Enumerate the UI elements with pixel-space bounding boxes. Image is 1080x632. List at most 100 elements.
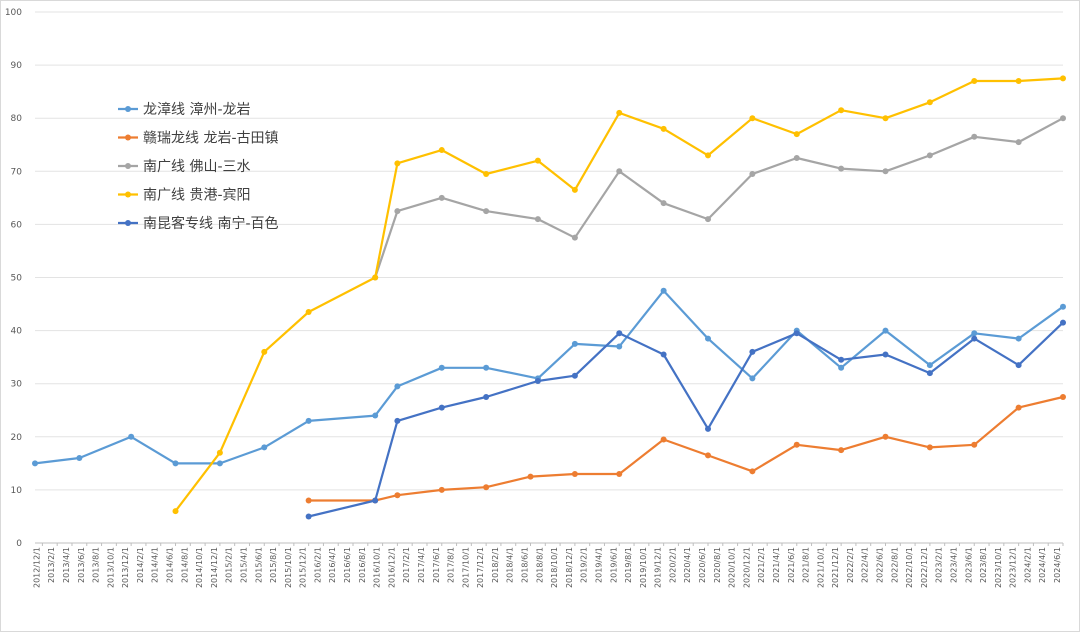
x-tick-label: 2023/2/1 [935,547,944,583]
x-tick-label: 2023/6/1 [964,547,973,583]
x-tick-label: 2015/12/1 [299,547,308,588]
legend-label: 赣瑞龙线 龙岩-古田镇 [143,131,279,147]
data-point [438,486,445,493]
data-point [394,383,401,390]
x-tick-label: 2014/12/1 [210,547,219,588]
series-lines [32,75,1066,520]
data-point [216,449,223,456]
data-point [705,335,712,342]
y-tick-label: 20 [11,433,23,443]
x-tick-label: 2016/12/1 [387,547,396,588]
data-point [1060,75,1066,82]
data-point [534,157,541,164]
legend-swatch-marker [125,106,131,112]
x-tick-label: 2017/2/1 [402,547,411,583]
x-tick-label: 2019/6/1 [609,547,618,583]
x-tick-label: 2021/12/1 [831,547,840,588]
x-tick-label: 2018/6/1 [521,547,530,583]
x-tick-label: 2022/8/1 [890,547,899,583]
data-point [838,107,845,114]
x-tick-label: 2024/4/1 [1038,547,1047,583]
legend-swatch-marker [125,134,131,141]
data-point [838,356,845,363]
legend-swatch-marker [125,191,131,198]
x-tick-label: 2023/4/1 [949,547,958,583]
data-point [660,351,667,358]
data-point [882,433,889,440]
data-point [749,348,756,355]
data-point [616,109,623,116]
data-point [483,484,490,491]
y-tick-label: 10 [11,486,23,496]
data-point [660,125,667,132]
data-point [394,208,401,215]
data-point [305,513,312,520]
legend-swatch-marker [125,163,131,169]
x-tick-label: 2020/10/1 [728,547,737,588]
data-point [1060,115,1066,122]
x-tick-label: 2023/10/1 [994,547,1003,588]
data-point [971,133,978,140]
y-tick-label: 80 [11,114,23,124]
data-point [261,444,268,451]
y-tick-label: 30 [11,380,23,390]
data-point [32,460,38,467]
data-point [705,152,712,159]
data-point [971,335,978,342]
x-tick-label: 2020/12/1 [742,547,751,588]
x-tick-label: 2020/8/1 [713,547,722,583]
data-point [1015,404,1022,411]
data-point [749,170,756,177]
data-point [438,194,445,201]
data-point [926,370,933,377]
data-point [660,200,667,207]
data-point [705,425,712,432]
x-tick-label: 2013/12/1 [121,547,130,588]
x-tick-label: 2018/4/1 [506,547,515,583]
data-point [616,168,623,175]
data-point [1060,303,1066,310]
y-tick-label: 90 [11,61,23,71]
x-tick-label: 2019/12/1 [654,547,663,588]
x-tick-label: 2018/2/1 [491,547,500,583]
data-point [571,186,578,193]
data-point [305,497,312,504]
x-tick-label: 2021/10/1 [816,547,825,588]
x-tick-label: 2014/2/1 [136,547,145,583]
series-1 [305,393,1066,504]
x-tick-label: 2013/8/1 [92,547,101,583]
data-point [372,497,379,504]
x-tick-label: 2020/2/1 [668,547,677,583]
legend-label: 南广线 佛山-三水 [143,159,251,175]
x-tick-label: 2021/2/1 [757,547,766,583]
x-tick-label: 2017/6/1 [432,547,441,583]
data-point [926,99,933,106]
data-point [660,436,667,443]
data-point [483,364,490,371]
data-point [838,364,845,371]
x-tick-label: 2019/2/1 [580,547,589,583]
series-line [308,395,1064,502]
data-point [1015,139,1022,146]
data-point [534,378,541,385]
data-point [1060,393,1066,400]
x-tick-label: 2013/10/1 [106,547,115,588]
data-point [749,375,756,382]
legend-label: 南昆客专线 南宁-百色 [143,215,279,232]
data-point [438,404,445,411]
data-point [438,364,445,371]
data-point [76,455,83,462]
x-tick-label: 2019/10/1 [639,547,648,588]
axes: 0 10 20 30 40 50 60 70 80 90 100 2012/12/1 2013/2/1 2… [5,8,1064,588]
data-point [616,330,623,337]
data-point [372,274,379,281]
x-tick-label: 2017/8/1 [447,547,456,583]
x-tick-label: 2016/8/1 [358,547,367,583]
y-tick-label: 0 [16,539,22,549]
data-point [172,460,179,467]
series-line [308,321,1064,518]
data-point [705,216,712,223]
data-point [1015,362,1022,369]
x-tick-label: 2017/12/1 [476,547,485,588]
